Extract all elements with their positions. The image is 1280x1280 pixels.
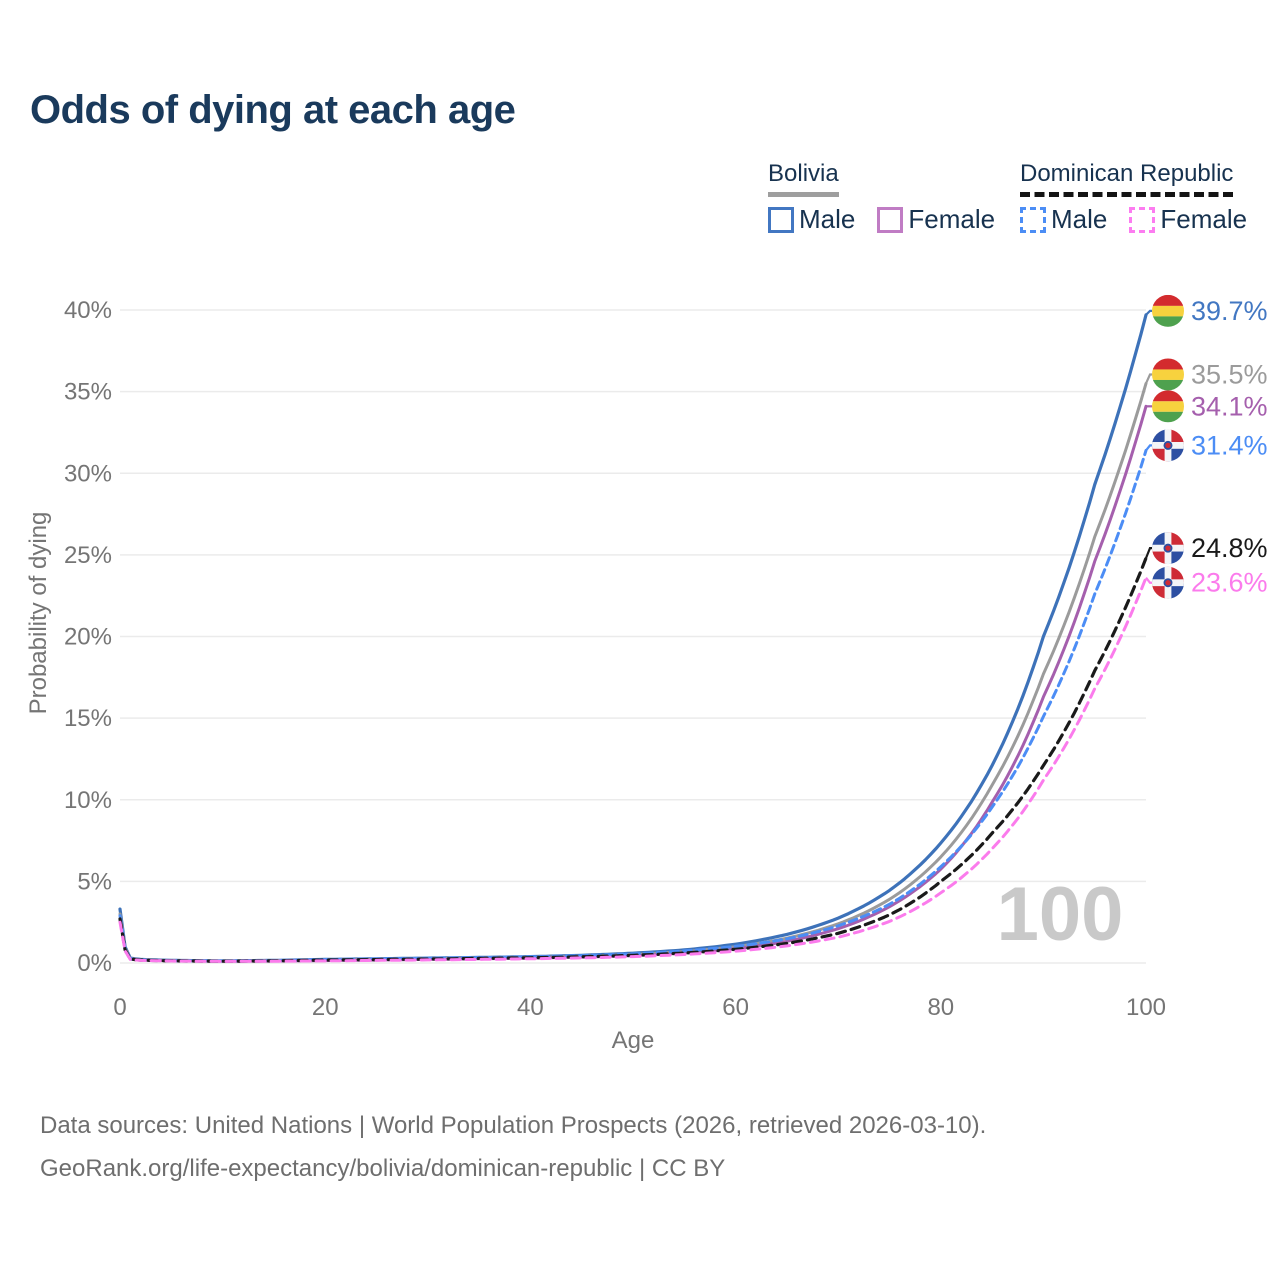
y-tick-label-40: 40% bbox=[64, 297, 112, 324]
x-tick-label-60: 60 bbox=[722, 994, 749, 1021]
curve-bolivia-male bbox=[118, 313, 1148, 963]
x-tick-label-40: 40 bbox=[517, 994, 544, 1021]
footer-data-sources: Data sources: United Nations | World Pop… bbox=[40, 1112, 987, 1139]
end-label-bolivia-male: 39.7% bbox=[1191, 296, 1268, 326]
label-connector-dominican-republic-female bbox=[1145, 577, 1152, 584]
label-connector-dominican-republic-both-sexes bbox=[1144, 547, 1152, 559]
legend-label-dominican-republic-female: Female bbox=[1160, 204, 1248, 234]
footer: Data sources: United Nations | World Pop… bbox=[40, 1104, 986, 1190]
label-connector-dominican-republic-male bbox=[1145, 444, 1152, 452]
label-connector-bolivia-both-sexes bbox=[1144, 373, 1152, 384]
y-tick-label-10: 10% bbox=[64, 787, 112, 814]
flag-bolivia-icon bbox=[1152, 294, 1184, 327]
footer-attribution: GeoRank.org/life-expectancy/bolivia/domi… bbox=[40, 1155, 726, 1182]
legend-item-dominican-republic-female[interactable]: Female bbox=[1129, 204, 1247, 235]
flag-bolivia-icon bbox=[1152, 390, 1184, 423]
legend-label-dominican-republic-male: Male bbox=[1051, 204, 1108, 234]
end-label-dominican-republic-male: 31.4% bbox=[1191, 430, 1268, 460]
x-tick-label-0: 0 bbox=[113, 994, 126, 1021]
end-label-dominican-republic-both-sexes: 24.8% bbox=[1191, 533, 1268, 563]
end-label-bolivia-both-sexes: 35.5% bbox=[1191, 359, 1268, 389]
bolivia-female-swatch-icon bbox=[877, 206, 904, 233]
legend-item-bolivia-male[interactable]: Male bbox=[768, 204, 855, 235]
flag-dominican-republic-icon bbox=[1152, 566, 1184, 599]
legend-title-dominican-republic: Dominican Republic bbox=[1020, 160, 1234, 197]
age-watermark: 100 bbox=[997, 872, 1124, 957]
curve-dominican-republic-both-sexes bbox=[118, 556, 1148, 963]
x-tick-label-80: 80 bbox=[927, 994, 954, 1021]
y-tick-label-5: 5% bbox=[77, 868, 112, 895]
legend-item-dominican-republic-male[interactable]: Male bbox=[1020, 204, 1107, 235]
legend-item-bolivia-female[interactable]: Female bbox=[877, 204, 995, 235]
bolivia-male-swatch-icon bbox=[768, 206, 794, 233]
y-tick-label-0: 0% bbox=[77, 950, 112, 977]
legend-group-bolivia: Bolivia Male Female bbox=[768, 160, 995, 235]
dominican-republic-male-swatch-icon bbox=[1020, 206, 1046, 233]
legend-title-bolivia: Bolivia bbox=[768, 160, 839, 197]
dominican-republic-female-swatch-icon bbox=[1129, 206, 1156, 233]
y-tick-label-15: 15% bbox=[64, 705, 112, 732]
curve-dominican-republic-male bbox=[118, 448, 1148, 963]
legend-row-bolivia: Male Female bbox=[768, 204, 995, 235]
end-label-bolivia-female: 34.1% bbox=[1191, 391, 1268, 421]
legend-label-bolivia-female: Female bbox=[908, 204, 996, 234]
page-title: Odds of dying at each age bbox=[30, 88, 516, 132]
curve-bolivia-female bbox=[118, 404, 1148, 963]
legend-label-bolivia-male: Male bbox=[799, 204, 856, 234]
end-label-dominican-republic-female: 23.6% bbox=[1191, 568, 1268, 598]
x-axis-title: Age bbox=[612, 1027, 655, 1054]
x-tick-label-100: 100 bbox=[1126, 994, 1166, 1021]
y-tick-label-20: 20% bbox=[64, 624, 112, 651]
x-tick-label-20: 20 bbox=[312, 994, 339, 1021]
flag-bolivia-icon bbox=[1152, 358, 1184, 391]
legend-group-dominican-republic: Dominican Republic Male Female bbox=[1020, 160, 1247, 235]
y-tick-label-35: 35% bbox=[64, 379, 112, 406]
curve-bolivia-both-sexes bbox=[118, 382, 1148, 963]
legend-row-dominican-republic: Male Female bbox=[1020, 204, 1247, 235]
y-tick-label-25: 25% bbox=[64, 542, 112, 569]
label-connector-bolivia-male bbox=[1145, 309, 1152, 316]
flag-dominican-republic-icon bbox=[1152, 429, 1184, 462]
y-axis-title: Probability of dying bbox=[25, 512, 52, 715]
flag-dominican-republic-icon bbox=[1152, 532, 1184, 565]
y-tick-label-30: 30% bbox=[64, 460, 112, 487]
curve-dominican-republic-female bbox=[118, 576, 1148, 963]
